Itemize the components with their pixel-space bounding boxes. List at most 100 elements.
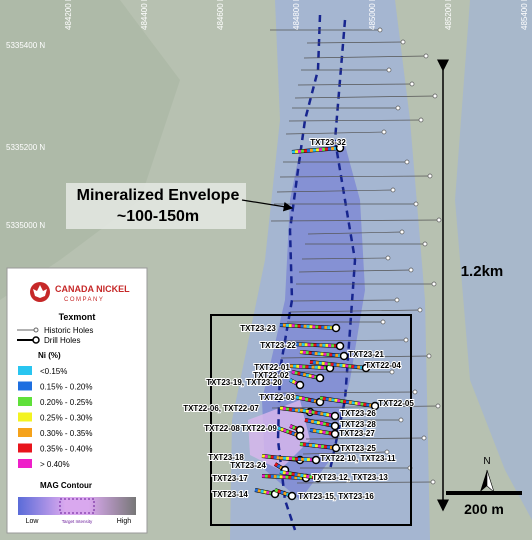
ni-stripe [306,375,309,376]
ni-stripe [311,400,314,401]
company-sub: COMPANY [64,297,104,303]
historic-collar [382,130,386,134]
ni-stripe [290,426,293,427]
ni-stripe [284,430,287,431]
historic-collar [424,54,428,58]
drill-collar [332,431,339,438]
ni-swatch [18,382,32,391]
historic-collar [409,268,413,272]
scale-label: 200 m [464,501,504,517]
historic-collar [381,320,385,324]
ni-stripe [303,411,306,412]
ni-stripe [312,376,315,377]
easting-label: 485200 E [444,0,453,30]
ni-stripe [306,411,309,412]
ni-stripe [319,432,322,433]
hole-label: TXT23-26 [340,409,376,418]
ni-stripe [316,431,319,432]
ni-stripe [323,432,326,433]
historic-collar [433,94,437,98]
drill-collar [332,413,339,420]
ni-stripe [326,433,329,434]
north-label: N [483,456,490,467]
ni-stripe [308,400,311,401]
hole-label: TXT22-04 [365,361,401,370]
historic-collar [401,40,405,44]
historic-collar [400,230,404,234]
mag-low: Low [26,518,40,525]
ni-stripe [289,432,292,433]
drill-sym [33,337,39,343]
ni-stripe [323,424,326,425]
ni-stripe [264,492,267,493]
ni-stripe [286,431,289,432]
ni-stripe [317,422,320,423]
length-label: 1.2km [461,263,504,280]
ni-stripe [309,376,312,377]
ni-stripe [320,414,323,415]
ni-stripe [312,412,315,413]
hole-label: TXT23-25 [340,444,376,453]
ni-stripe [278,466,281,468]
ni-label: 0.20% - 0.25% [40,398,92,407]
ni-stripe [323,414,326,415]
ni-stripe [302,398,305,399]
ni-stripe [326,424,329,425]
ni-swatch [18,366,32,375]
annotation: Mineralized Envelope [77,187,240,204]
drill-collar [337,343,344,350]
ni-label: 0.25% - 0.30% [40,414,92,423]
ni-stripe [275,490,278,491]
ni-stripe [313,431,316,432]
mag-ramp [18,497,136,515]
hole-label: TXT23-15, TXT23-16 [298,492,374,501]
ni-swatch [18,459,32,468]
ni-swatch [18,413,32,422]
mag-title: MAG Contour [40,481,92,490]
ni-swatch [18,428,32,437]
legend: CANADA NICKEL COMPANY Texmont Historic H… [7,268,147,533]
drill-label: Drill Holes [44,336,80,345]
mag-high: High [117,518,132,525]
historic-collar [410,82,414,86]
hole-label: TXT22-09 [241,424,277,433]
historic-collar [404,338,408,342]
ni-stripe [266,492,269,493]
historic-collar [428,174,432,178]
historic-collar [431,480,435,484]
historic-collar [413,390,417,394]
scale-bar [446,491,522,495]
easting-label: 484600 E [216,0,225,30]
ni-stripe [310,430,313,431]
hole-label: TXT23-19, TXT23-20 [206,378,282,387]
historic-collar [427,354,431,358]
ni-stripe [320,423,323,424]
ni-stripe [305,420,308,421]
hole-label: TXT23-24 [230,461,266,470]
ni-title: Ni (%) [38,351,61,360]
ni-stripe [299,398,302,399]
ni-stripe [278,428,281,429]
historic-collar [423,242,427,246]
easting-label: 485400 E [520,0,529,30]
annotation: ~100-150m [117,208,199,225]
hole-label: TXT23-14 [212,490,248,499]
historic-collar [387,68,391,72]
ni-stripe [298,373,301,374]
ni-stripe [318,413,321,414]
historic-collar [432,282,436,286]
historic-collar [399,418,403,422]
historic-collar [378,28,382,32]
ni-stripe [275,464,278,466]
ni-stripe [309,412,312,413]
historic-collar [386,256,390,260]
ni-stripe [292,372,295,373]
ni-stripe [315,413,318,414]
ni-stripe [296,397,299,398]
northing-label: 5335200 N [6,143,45,152]
ni-stripe [308,421,311,422]
hole-label: TXT22-08 [204,424,240,433]
easting-label: 484800 E [292,0,301,30]
northing-label: 5335000 N [6,221,45,230]
